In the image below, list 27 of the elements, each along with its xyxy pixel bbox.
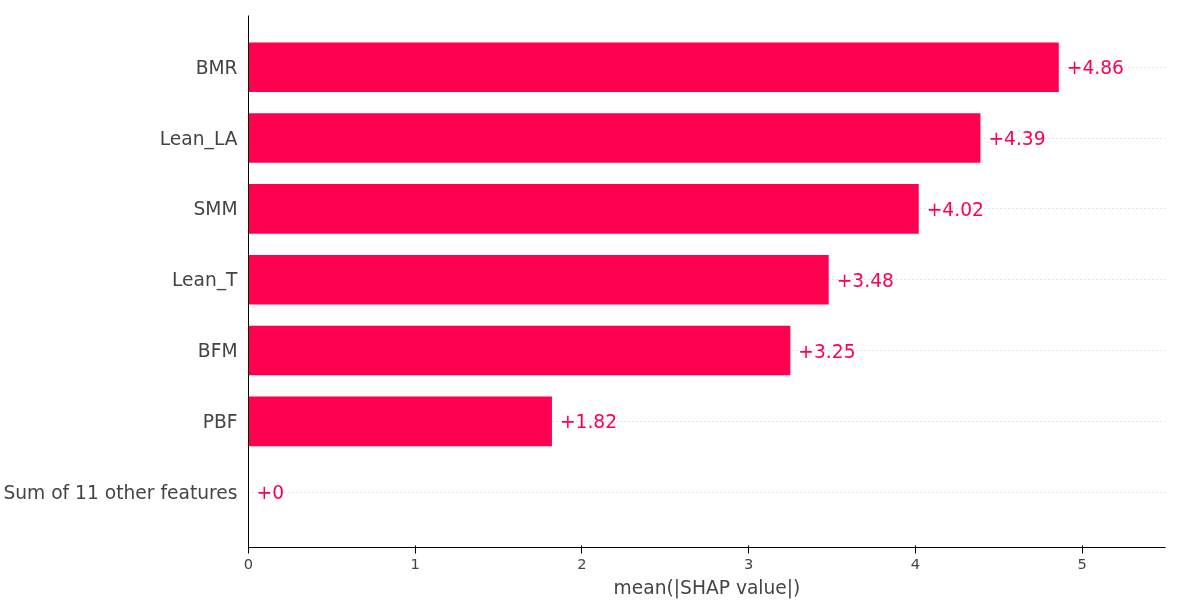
x-tick-label: 4 [910,554,921,572]
bar [248,42,1059,93]
data-label: +0 [256,482,285,504]
y-tick-label: BMR [195,56,238,78]
x-tick-label: 3 [744,554,754,572]
bar [248,325,791,376]
x-tick-label: 5 [1077,554,1087,572]
data-label: +3.48 [836,269,894,291]
y-tick-label: BFM [197,340,238,362]
data-label: +4.39 [988,128,1046,150]
y-tick-label: PBF [202,410,238,432]
y-tick-label: Sum of 11 other features [3,481,238,503]
bar [248,184,919,234]
x-axis-title: mean(|SHAP value|) [613,576,801,599]
bar [248,254,829,305]
y-tick-label: SMM [193,198,238,220]
x-tick-label: 1 [410,554,420,572]
data-label: +4.02 [926,198,984,220]
data-label: +3.25 [798,340,856,362]
y-tick-label: Lean_T [171,269,239,292]
x-tick-label: 0 [243,554,254,572]
bar [248,113,981,163]
data-label: +4.86 [1066,57,1124,79]
y-tick-label: Lean_LA [159,127,238,150]
bar [248,396,552,447]
x-tick-label: 2 [577,554,587,572]
data-label: +1.82 [559,411,618,433]
